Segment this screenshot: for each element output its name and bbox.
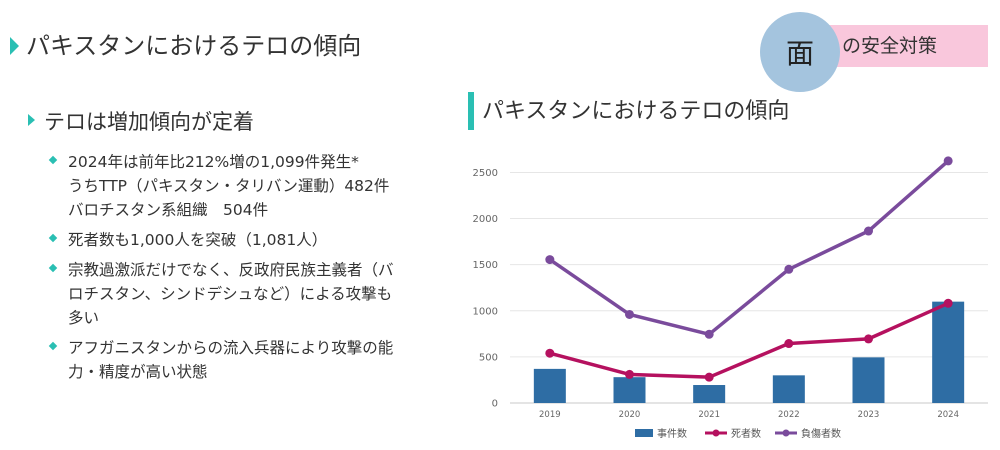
badge-circle-char: 面: [785, 37, 814, 70]
bullet-line: 2024年は前年比212%増の1,099件発生*: [68, 153, 359, 171]
y-tick-label: 1500: [473, 260, 498, 271]
bar-incidents: [932, 301, 965, 403]
section-heading: テロは増加傾向が定着: [44, 110, 254, 134]
point-injured: [625, 309, 634, 319]
title-arrow-icon: [10, 37, 19, 55]
bullet-list: 2024年は前年比212%増の1,099件発生* うちTTP（パキスタン・タリバン…: [48, 150, 448, 390]
bullet-item: 宗教過激派だけでなく、反政府民族主義者（バ ロチスタン、シンドデシュなど）による攻…: [48, 258, 448, 330]
bullet-item: 死者数も1,000人を突破（1,081人）: [48, 228, 448, 252]
legend-marker-deaths: [712, 429, 720, 437]
bullet-line: 多い: [68, 309, 100, 327]
legend-label: 事件数: [657, 427, 687, 440]
legend-label: 負傷者数: [801, 427, 841, 440]
point-injured: [704, 329, 714, 339]
y-tick-label: 500: [479, 352, 498, 363]
x-tick-label: 2019: [539, 410, 561, 420]
y-tick-label: 2500: [473, 168, 498, 179]
line-injured: [548, 159, 950, 337]
point-deaths: [545, 348, 555, 358]
bullet-item: アフガニスタンからの流入兵器により攻撃の能 力・精度が高い状態: [48, 336, 448, 384]
x-tick-label: 2021: [698, 410, 720, 420]
chart-title-accent: [468, 92, 474, 130]
legend-label: 死者数: [731, 427, 761, 440]
point-injured: [545, 255, 555, 265]
point-deaths: [704, 372, 714, 382]
x-tick-label: 2020: [619, 410, 641, 420]
point-deaths: [784, 339, 794, 349]
bullet-line: 宗教過激派だけでなく、反政府民族主義者（バ: [68, 261, 394, 279]
point-injured: [784, 264, 794, 274]
bullet-line: 力・精度が高い状態: [68, 363, 208, 381]
point-injured: [864, 226, 873, 236]
badge-text: の安全対策: [842, 35, 938, 57]
point-deaths: [625, 369, 634, 379]
page-title: パキスタンにおけるテロの傾向: [26, 32, 362, 60]
bullet-item: 2024年は前年比212%増の1,099件発生* うちTTP（パキスタン・タリバン…: [48, 150, 448, 222]
x-tick-label: 2022: [778, 410, 800, 420]
chart-title: パキスタンにおけるテロの傾向: [482, 99, 790, 124]
x-tick-label: 2024: [937, 410, 959, 420]
legend-marker-injured: [782, 429, 790, 437]
badge-background: [825, 25, 988, 67]
point-injured: [943, 156, 953, 166]
badge-circle: 面: [760, 12, 840, 92]
point-deaths: [943, 298, 953, 308]
bullet-line: ロチスタン、シンドデシュなど）による攻撃も: [68, 285, 393, 303]
bullet-line: バロチスタン系組織 504件: [68, 201, 269, 219]
line-deaths: [549, 301, 949, 379]
bar-incidents: [533, 368, 566, 403]
point-deaths: [864, 334, 873, 344]
bar-incidents: [613, 377, 646, 403]
bullet-line: アフガニスタンからの流入兵器により攻撃の能: [68, 339, 394, 357]
bar-incidents: [772, 375, 805, 403]
bullet-line: うちTTP（パキスタン・タリバン運動）482件: [68, 177, 390, 195]
y-tick-label: 1000: [473, 306, 498, 317]
y-tick-label: 0: [492, 399, 498, 410]
y-tick-label: 2000: [473, 214, 498, 225]
section-arrow-icon: [28, 114, 35, 126]
bar-incidents: [852, 357, 885, 403]
x-tick-label: 2023: [858, 410, 880, 420]
bullet-line: 死者数も1,000人を突破（1,081人）: [68, 231, 328, 249]
legend-swatch-incidents: [635, 429, 653, 437]
bar-incidents: [693, 385, 726, 403]
